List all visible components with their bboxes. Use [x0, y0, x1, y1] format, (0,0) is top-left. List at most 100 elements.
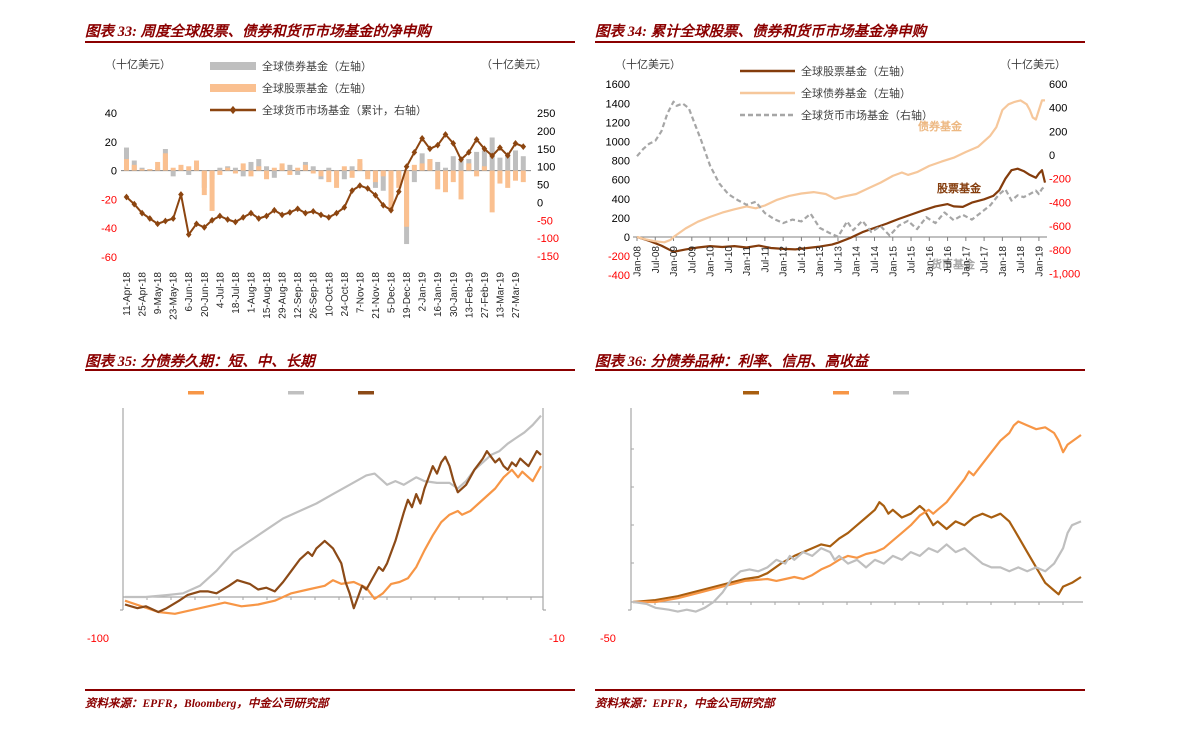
svg-text:股票基金: 股票基金	[937, 181, 982, 195]
chart33-title: 图表 33: 周度全球股票、债券和货币市场基金的净申购	[85, 24, 431, 40]
svg-text:250: 250	[537, 108, 555, 120]
svg-text:-200: -200	[608, 251, 630, 263]
svg-text:4-Jul-18: 4-Jul-18	[215, 272, 226, 309]
svg-text:0: 0	[111, 166, 117, 178]
chart34-series-money	[636, 100, 1046, 238]
svg-text:1600: 1600	[606, 79, 630, 91]
svg-text:-400: -400	[608, 270, 630, 282]
svg-text:Jul-13: Jul-13	[833, 246, 844, 274]
c35-gray-duration-series	[125, 414, 542, 599]
svg-text:24-Oct-18: 24-Oct-18	[340, 272, 351, 317]
svg-text:400: 400	[1049, 103, 1067, 115]
svg-text:-10: -10	[549, 633, 565, 645]
svg-text:0: 0	[1049, 150, 1055, 162]
svg-text:1-Aug-18: 1-Aug-18	[246, 272, 257, 314]
c35-legend	[188, 391, 374, 395]
svg-text:13-Feb-19: 13-Feb-19	[464, 272, 475, 319]
svg-text:10-Oct-18: 10-Oct-18	[324, 272, 335, 317]
chart35-duration-chart: -100 -10	[87, 391, 565, 645]
svg-text:-800: -800	[1049, 245, 1071, 257]
svg-text:12-Sep-18: 12-Sep-18	[293, 272, 304, 319]
svg-text:全球债券基金（左轴）: 全球债券基金（左轴）	[262, 59, 372, 73]
svg-text:Jul-11: Jul-11	[760, 246, 771, 273]
chart34-title-rule	[595, 41, 1085, 43]
c36-orange-bondtype-series	[633, 420, 1082, 604]
svg-text:Jan-08: Jan-08	[633, 246, 644, 277]
svg-text:-400: -400	[1049, 197, 1071, 209]
svg-text:0: 0	[624, 232, 630, 244]
chart33-x-labels: 11-Apr-18 25-Apr-18 9-May-18 23-May-18 6-Jun…	[122, 272, 522, 320]
chart34-legend: 全球股票基金（左轴） 全球债券基金（左轴） 全球货币市场基金（右轴）	[740, 64, 933, 122]
svg-text:Jan-17: Jan-17	[961, 246, 972, 277]
c36-brown-bondtype-series	[632, 501, 1082, 604]
svg-text:23-May-18: 23-May-18	[169, 272, 180, 320]
svg-text:Jan-09: Jan-09	[669, 246, 680, 277]
svg-text:15-Aug-18: 15-Aug-18	[262, 272, 273, 319]
svg-text:50: 50	[537, 180, 549, 192]
chart36-title-rule	[595, 369, 1085, 371]
svg-text:-50: -50	[600, 633, 616, 645]
svg-text:全球债券基金（左轴）: 全球债券基金（左轴）	[801, 86, 911, 100]
svg-text:Jul-17: Jul-17	[980, 246, 991, 274]
svg-text:（十亿美元）: （十亿美元）	[105, 57, 171, 71]
svg-text:19-Dec-18: 19-Dec-18	[402, 272, 413, 319]
svg-text:Jan-13: Jan-13	[815, 246, 826, 277]
svg-text:1400: 1400	[606, 98, 630, 110]
svg-text:-200: -200	[1049, 174, 1071, 186]
svg-text:债券基金: 债券基金	[918, 119, 963, 133]
svg-text:25-Apr-18: 25-Apr-18	[138, 272, 149, 317]
svg-text:30-Jan-19: 30-Jan-19	[449, 272, 460, 317]
svg-text:Jul-16: Jul-16	[943, 246, 954, 274]
svg-text:11-Apr-18: 11-Apr-18	[122, 272, 133, 316]
svg-text:-40: -40	[101, 223, 117, 235]
svg-text:150: 150	[537, 144, 555, 156]
svg-text:2-Jan-19: 2-Jan-19	[418, 272, 429, 312]
svg-text:Jul-15: Jul-15	[907, 246, 918, 274]
svg-text:货币基金: 货币基金	[930, 257, 976, 271]
svg-text:27-Feb-19: 27-Feb-19	[480, 272, 491, 319]
svg-text:Jan-12: Jan-12	[779, 246, 790, 277]
svg-text:13-Mar-19: 13-Mar-19	[495, 272, 506, 319]
svg-text:Jan-11: Jan-11	[742, 246, 753, 276]
svg-text:Jul-08: Jul-08	[651, 246, 662, 274]
svg-text:0: 0	[537, 197, 543, 209]
svg-text:5-Dec-18: 5-Dec-18	[387, 272, 398, 314]
svg-text:Jul-18: Jul-18	[1016, 246, 1027, 274]
svg-text:（十亿美元）: （十亿美元）	[1000, 57, 1066, 71]
svg-text:800: 800	[612, 156, 630, 168]
left-column: 图表 33: 周度全球股票、债券和货币市场基金的净申购 （十亿美元） （十亿美元）…	[85, 0, 575, 737]
svg-text:16-Jan-19: 16-Jan-19	[433, 272, 444, 317]
chart35-title: 图表 35: 分债券久期：短、中、长期	[85, 354, 315, 370]
svg-text:26-Sep-18: 26-Sep-18	[309, 272, 320, 319]
svg-text:Jul-12: Jul-12	[797, 246, 808, 274]
c35-orange-duration-series	[124, 465, 542, 615]
c36-gray-bondtype-series	[632, 520, 1082, 613]
svg-text:Jan-18: Jan-18	[998, 246, 1009, 277]
chart34-x-labels: Jan-08 Jul-08 Jan-09 Jul-09 Jan-10 Jul-10 Jan-…	[633, 246, 1046, 277]
svg-text:Jan-10: Jan-10	[706, 246, 717, 277]
svg-text:Jul-10: Jul-10	[724, 246, 735, 274]
chart34-series-bond	[636, 99, 1045, 244]
chart33-title-rule	[85, 41, 575, 43]
svg-text:200: 200	[612, 213, 630, 225]
svg-text:全球货币市场基金（累计，右轴）: 全球货币市场基金（累计，右轴）	[262, 103, 427, 117]
chart36-title: 图表 36: 分债券品种：利率、信用、高收益	[595, 354, 869, 370]
svg-text:21-Nov-18: 21-Nov-18	[371, 272, 382, 319]
svg-text:-1,000: -1,000	[1049, 269, 1080, 281]
svg-text:-150: -150	[537, 251, 559, 263]
svg-text:全球股票基金（左轴）: 全球股票基金（左轴）	[262, 81, 372, 95]
c35-zero-ticks	[146, 597, 532, 600]
left-source-rule	[85, 689, 575, 691]
svg-text:-50: -50	[537, 215, 553, 227]
svg-text:-100: -100	[87, 633, 109, 645]
svg-text:200: 200	[537, 126, 555, 138]
svg-text:600: 600	[1049, 79, 1067, 91]
left-source-text: 资料来源：EPFR，Bloomberg，中金公司研究部	[85, 698, 329, 710]
svg-text:9-May-18: 9-May-18	[153, 272, 164, 315]
c35-brown-duration-series	[124, 449, 542, 614]
svg-text:20: 20	[105, 137, 117, 149]
chart33-bond-bars	[124, 137, 526, 245]
svg-text:18-Jul-18: 18-Jul-18	[231, 272, 242, 314]
